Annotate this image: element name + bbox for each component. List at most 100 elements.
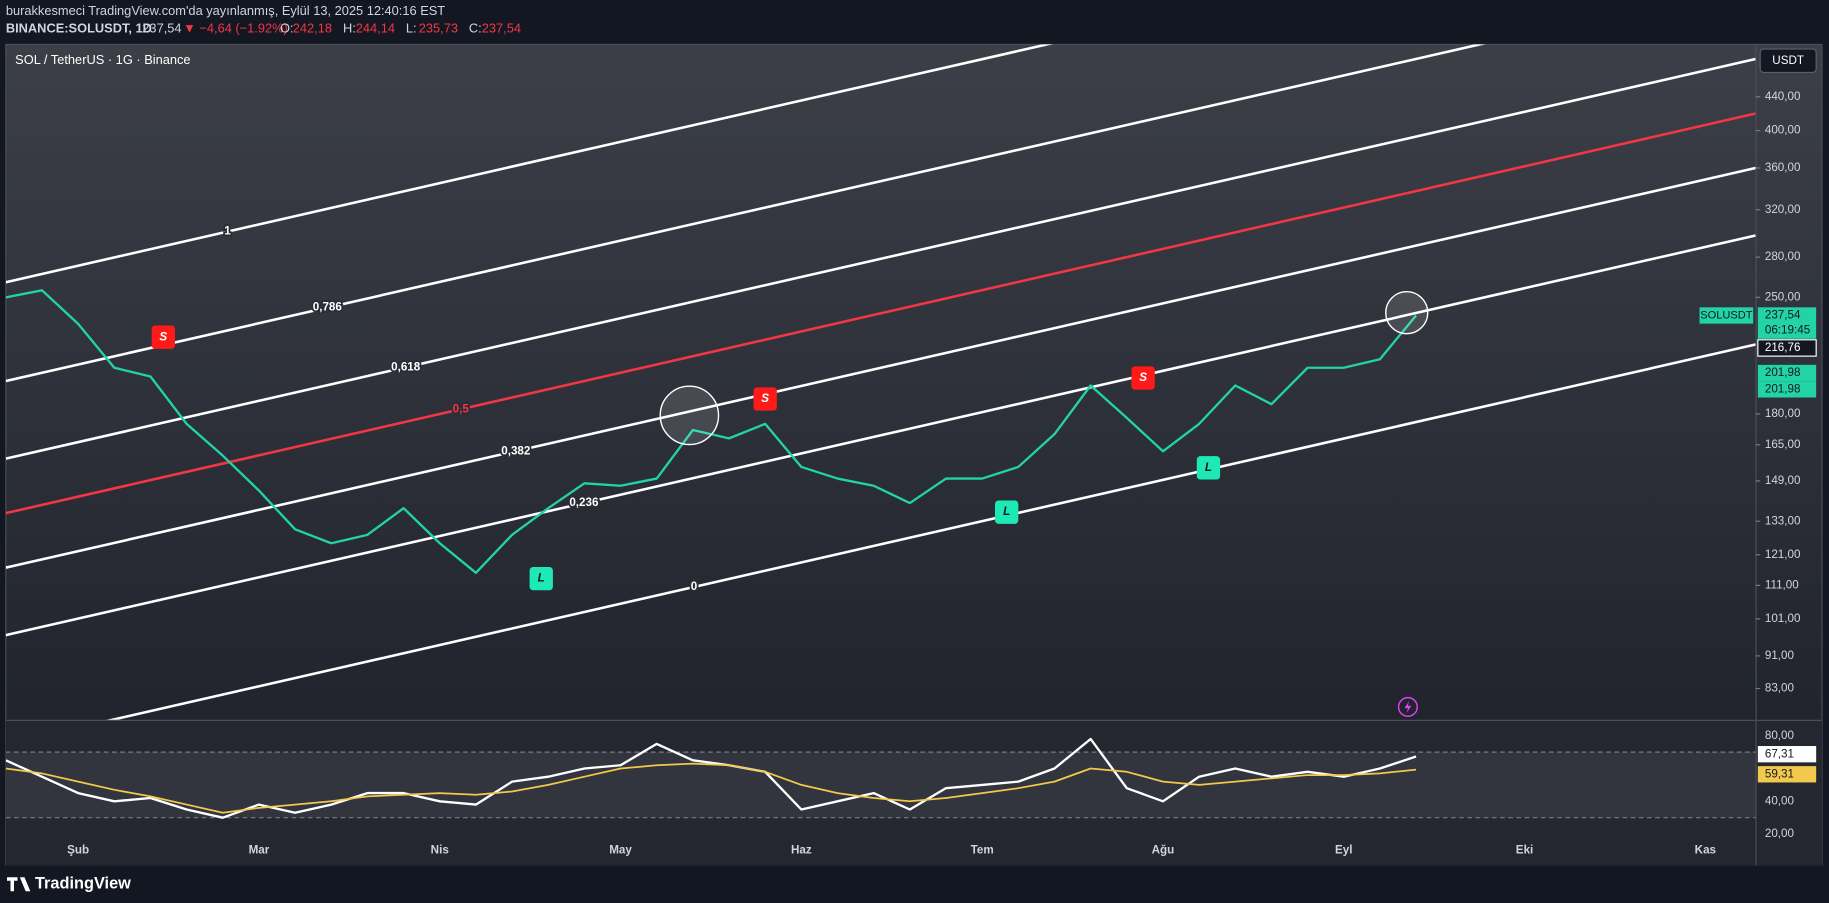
series-name: SOLUSDT	[1700, 309, 1753, 321]
rsi-value-box	[1757, 746, 1817, 763]
x-tick-label: Şub	[67, 844, 89, 857]
signal-label: S	[159, 330, 167, 343]
ohlc-key: C:	[469, 21, 482, 36]
x-tick-label: Kas	[1695, 844, 1716, 857]
x-tick-label: Mar	[249, 844, 270, 857]
axes: 440,00 400,00 360,00 320,00 280,00 250,00 1 80,…	[67, 90, 1817, 857]
ohlc-key: O:	[280, 21, 294, 36]
signal: L	[529, 566, 553, 591]
series-name-box	[1699, 307, 1754, 324]
y-tick-label: 165,00	[1765, 438, 1801, 451]
x-tick-label: May	[609, 844, 632, 857]
fib-label: 0,236	[569, 496, 599, 509]
fib-label: 0,618	[391, 360, 421, 373]
x-tick-label: Haz	[791, 844, 812, 857]
y-tick-label: 133,00	[1765, 514, 1801, 527]
fib-label: 1	[224, 225, 231, 238]
ohlc-value: 244,14	[356, 21, 395, 36]
signal-label: L	[1003, 505, 1010, 518]
price-label: 201,98	[1765, 382, 1801, 395]
signal-label: L	[538, 572, 545, 585]
rsi-tick-label: 80,00	[1765, 729, 1795, 742]
ohlc-value: 237,54	[482, 21, 521, 36]
signal-box	[151, 325, 175, 349]
countdown: 06:19:45	[1765, 324, 1810, 337]
fib-label: 0,786	[313, 301, 343, 314]
signal-box	[1196, 456, 1221, 480]
ohlc-value: 235,73	[419, 21, 458, 36]
signal-label: S	[1139, 371, 1147, 384]
fib-line	[5, 112, 1756, 515]
x-tick-label: Nis	[431, 844, 449, 857]
rsi-plot	[5, 737, 1756, 819]
price-label-box	[1757, 339, 1817, 357]
signal-box	[1131, 366, 1155, 390]
signal: S	[151, 325, 175, 349]
footer-bar	[0, 865, 1829, 903]
signal: L	[1196, 456, 1221, 480]
ohlc: O: 242,18 H: 244,14 L: 235,73 C: 237,54	[280, 21, 521, 36]
fib-line	[106, 343, 1756, 720]
signal: S	[753, 387, 777, 411]
rsi-band	[5, 752, 1756, 818]
alert-icon[interactable]	[1397, 696, 1418, 717]
highlight-circle	[1385, 290, 1429, 335]
rsi-tick-label: 20,00	[1765, 827, 1795, 840]
last-price: 237,54	[142, 21, 181, 36]
y-tick-label: 440,00	[1765, 90, 1801, 103]
y-tick-label: 91,00	[1765, 649, 1795, 662]
ohlc-value: 242,18	[293, 21, 332, 36]
fib-line	[5, 57, 1756, 460]
ohlc-key: H:	[343, 21, 356, 36]
fib-line	[5, 44, 1486, 383]
price-label-box	[1757, 381, 1817, 398]
rsi-tick-label: 40,00	[1765, 794, 1795, 807]
ohlc-key: L:	[406, 21, 417, 36]
currency-box[interactable]	[1759, 48, 1817, 73]
logo	[6, 877, 31, 892]
signal: S	[1131, 366, 1155, 390]
y-tick-label: 400,00	[1765, 124, 1801, 137]
fib-label: 0,382	[501, 444, 531, 457]
y-tick-label: 360,00	[1765, 161, 1801, 174]
y-tick-label: 111,00	[1765, 578, 1799, 591]
chart-title: SOL / TetherUS · 1G · Binance	[15, 52, 190, 67]
y-tick-label: 101,00	[1765, 612, 1801, 625]
signal-box	[994, 500, 1019, 524]
currency[interactable]: USDT	[1772, 54, 1804, 67]
change: ▼ −4,64 (−1.92%)	[183, 21, 288, 36]
rsi-pane	[5, 720, 1823, 866]
signal: L	[994, 500, 1019, 524]
price-label-box	[1757, 307, 1817, 339]
rsi-value-label: 67,31	[1765, 747, 1794, 760]
signal-label: S	[761, 392, 769, 405]
price-label-box	[1757, 364, 1817, 382]
footer-brand: TradingView	[35, 875, 131, 893]
y-tick-label: 280,00	[1765, 250, 1801, 263]
signal-label: L	[1205, 461, 1212, 474]
price-label: 201,98	[1765, 366, 1801, 379]
fib-line	[5, 234, 1756, 637]
signal-box	[529, 566, 553, 591]
symbol: BINANCE:SOLUSDT, 1D	[6, 21, 152, 36]
fib-line	[5, 166, 1756, 569]
signal-box	[753, 387, 777, 411]
fib-label: 0,5	[453, 402, 470, 415]
y-tick-label: 149,00	[1765, 474, 1801, 487]
x-tick-label: Tem	[971, 844, 994, 857]
price-label: 216,76	[1765, 341, 1801, 354]
rsi-value-label: 59,31	[1765, 767, 1794, 780]
y-tick-label: 250,00	[1765, 290, 1801, 303]
series-line	[5, 762, 1417, 814]
fib-label: 0	[691, 580, 697, 593]
x-tick-label: Eyl	[1335, 844, 1353, 857]
rsi-value-box	[1757, 766, 1817, 783]
y-tick-label: 83,00	[1765, 682, 1795, 695]
x-tick-label: Eki	[1516, 844, 1533, 857]
highlight-circle	[659, 385, 720, 446]
y-tick-label: 320,00	[1765, 203, 1801, 216]
published: burakkesmeci TradingView.com'da yayınlan…	[6, 3, 445, 18]
x-tick-label: Ağu	[1152, 844, 1175, 857]
